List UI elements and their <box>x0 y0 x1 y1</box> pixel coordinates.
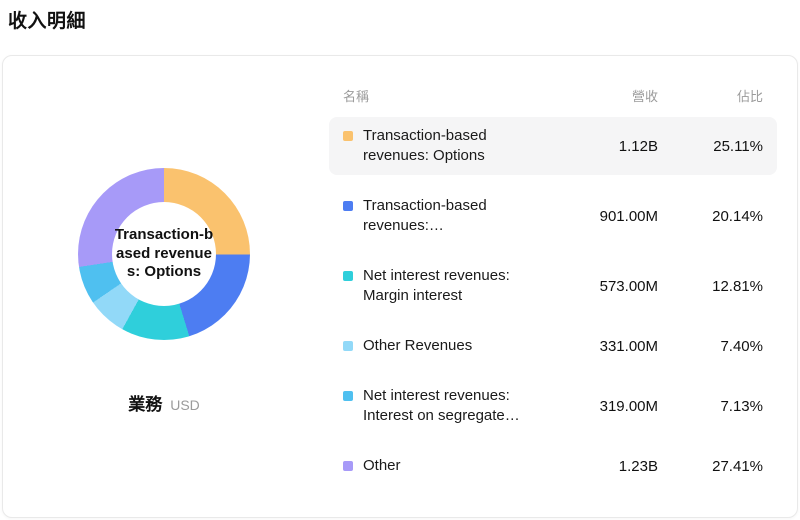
legend-swatch <box>343 201 353 211</box>
header-share: 佔比 <box>736 89 763 104</box>
breakdown-table: 名稱 營收 佔比 Transaction-based revenues: Opt… <box>325 56 797 517</box>
row-share: 25.11% <box>713 137 763 155</box>
page-title: 收入明細 <box>8 11 87 32</box>
row-revenue: 901.00M <box>599 207 658 225</box>
legend-swatch <box>343 391 353 401</box>
table-header-row: 名稱 營收 佔比 <box>329 86 777 105</box>
row-name: Other <box>363 457 401 474</box>
legend-swatch <box>343 271 353 281</box>
row-revenue: 573.00M <box>599 277 658 295</box>
table-row[interactable]: Other 1.23B 27.41% <box>329 447 777 485</box>
row-share: 7.40% <box>720 337 763 355</box>
table-row[interactable]: Net interest revenues: Margin interest 5… <box>329 257 777 315</box>
table-row[interactable]: Transaction-based revenues:… 901.00M 20.… <box>329 187 777 245</box>
chart-footer: 業務 USD <box>128 390 200 415</box>
revenue-card: Transaction-based revenues: Options 業務 U… <box>2 55 798 518</box>
legend-swatch <box>343 461 353 471</box>
row-share: 27.41% <box>712 457 763 475</box>
row-share: 12.81% <box>712 277 763 295</box>
row-share: 7.13% <box>720 397 763 415</box>
header-revenue: 營收 <box>631 89 658 104</box>
chart-footer-unit: USD <box>170 397 200 413</box>
table-row[interactable]: Other Revenues 331.00M 7.40% <box>329 327 777 365</box>
chart-panel: Transaction-based revenues: Options 業務 U… <box>3 56 325 517</box>
legend-swatch <box>343 341 353 351</box>
row-name: Transaction-based revenues:… <box>363 197 487 234</box>
donut-hole: Transaction-based revenues: Options <box>112 202 216 306</box>
row-revenue: 1.12B <box>618 137 658 155</box>
header-name: 名稱 <box>343 89 370 104</box>
donut-center-label: Transaction-based revenues: Options <box>114 225 214 281</box>
row-name: Other Revenues <box>363 337 473 354</box>
row-revenue: 331.00M <box>599 337 658 355</box>
row-share: 20.14% <box>712 207 763 225</box>
row-revenue: 1.23B <box>618 457 658 475</box>
table-row[interactable]: Net interest revenues: Interest on segre… <box>329 377 777 435</box>
row-name: Net interest revenues: Margin interest <box>363 267 510 304</box>
table-row[interactable]: Transaction-based revenues: Options 1.12… <box>329 117 777 175</box>
row-name: Net interest revenues: Interest on segre… <box>363 387 520 424</box>
legend-swatch <box>343 131 353 141</box>
row-revenue: 319.00M <box>599 397 658 415</box>
row-name: Transaction-based revenues: Options <box>363 127 487 164</box>
revenue-donut-chart[interactable]: Transaction-based revenues: Options <box>78 168 250 340</box>
chart-footer-label: 業務 <box>128 395 163 414</box>
